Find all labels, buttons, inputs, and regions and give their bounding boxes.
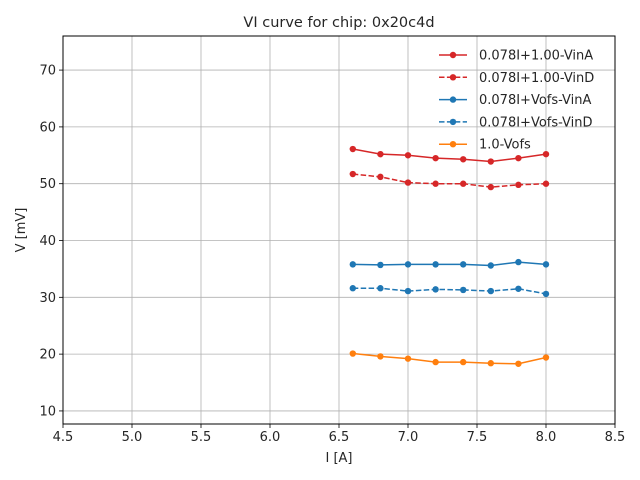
data-point: [404, 287, 412, 295]
data-point: [542, 150, 550, 158]
data-point: [349, 170, 356, 178]
data-point: [377, 353, 384, 360]
series-layer: [349, 145, 550, 367]
data-point: [460, 358, 467, 366]
data-point: [377, 261, 384, 269]
data-point: [432, 286, 439, 293]
data-point: [404, 152, 412, 159]
x-axis: 4.5 5.0 5.5 6.0 6.5 7.0 7.5 8.0 8.5: [53, 424, 626, 445]
legend-label: 1.0-Vofs: [479, 138, 531, 153]
series-line: [352, 148, 547, 163]
legend-entry: 0.078I+1.00-VinD: [439, 71, 594, 86]
data-point: [460, 261, 467, 268]
legend-marker: [449, 141, 457, 148]
series-0-078i-vofs-vina: [349, 258, 550, 269]
data-point: [349, 285, 356, 292]
data-point: [487, 360, 494, 367]
y-axis: 10 20 30 40 50 60 70: [39, 64, 63, 419]
x-tick-label: 8.5: [605, 430, 626, 445]
series-line: [352, 261, 547, 267]
data-point: [404, 179, 412, 186]
data-point: [542, 354, 550, 361]
data-point: [349, 350, 356, 357]
y-tick-label: 20: [39, 348, 56, 363]
data-point: [487, 183, 494, 191]
y-tick-label: 60: [39, 120, 56, 135]
data-point: [542, 290, 550, 298]
data-point: [460, 180, 467, 187]
data-point: [515, 181, 522, 189]
data-point: [542, 261, 550, 268]
legend-entry: 0.078I+1.00-VinA: [439, 49, 593, 64]
series-line: [352, 287, 547, 295]
y-tick-label: 40: [39, 234, 56, 249]
data-point: [487, 287, 494, 295]
legend: 0.078I+1.00-VinA 0.078I+1.00-VinD 0.078I+V…: [439, 49, 594, 153]
x-tick-label: 6.5: [329, 430, 350, 445]
x-tick-label: 5.5: [191, 430, 212, 445]
y-tick-label: 10: [39, 404, 56, 419]
data-point: [432, 180, 439, 187]
data-point: [404, 261, 412, 268]
data-point: [432, 261, 439, 268]
data-point: [404, 355, 412, 362]
x-tick-label: 8.0: [536, 430, 557, 445]
data-point: [432, 358, 439, 366]
data-point: [377, 150, 384, 158]
chart-title: VI curve for chip: 0x20c4d: [243, 15, 434, 31]
legend-label: 0.078I+Vofs-VinD: [479, 115, 593, 130]
data-point: [542, 180, 550, 187]
data-point: [515, 285, 522, 292]
legend-label: 0.078I+1.00-VinA: [479, 49, 593, 64]
data-point: [349, 261, 356, 268]
series-0-078i-1-00-vina: [349, 145, 550, 165]
data-point: [432, 154, 439, 162]
legend-entry: 1.0-Vofs: [439, 138, 531, 153]
data-point: [460, 156, 467, 163]
data-point: [515, 258, 522, 266]
data-point: [487, 262, 494, 269]
legend-entry: 0.078I+Vofs-VinA: [439, 93, 592, 108]
legend-marker: [449, 74, 457, 81]
series-0-078i-vofs-vind: [349, 285, 550, 298]
data-point: [487, 158, 494, 165]
data-point: [515, 360, 522, 367]
x-tick-label: 5.0: [122, 430, 143, 445]
x-tick-label: 4.5: [53, 430, 74, 445]
x-tick-label: 7.0: [398, 430, 419, 445]
legend-entry: 0.078I+Vofs-VinD: [439, 115, 593, 130]
y-axis-label: V [mV]: [14, 208, 29, 253]
y-tick-label: 50: [39, 177, 56, 192]
legend-marker: [449, 96, 457, 103]
x-axis-label: I [A]: [325, 451, 352, 466]
legend-label: 0.078I+Vofs-VinA: [479, 93, 592, 108]
data-point: [349, 145, 356, 153]
legend-marker: [449, 51, 457, 59]
data-point: [377, 173, 384, 181]
x-tick-label: 6.0: [260, 430, 281, 445]
legend-marker: [449, 118, 457, 126]
data-point: [515, 154, 522, 162]
y-tick-label: 70: [39, 64, 56, 79]
data-point: [377, 285, 384, 292]
x-tick-label: 7.5: [467, 430, 488, 445]
series-0-078i-1-00-vind: [349, 170, 550, 191]
series-line: [352, 173, 547, 188]
y-tick-label: 30: [39, 291, 56, 306]
data-point: [460, 286, 467, 294]
series-line: [352, 352, 547, 365]
legend-label: 0.078I+1.00-VinD: [479, 71, 594, 86]
series-1-0-vofs: [349, 350, 550, 367]
